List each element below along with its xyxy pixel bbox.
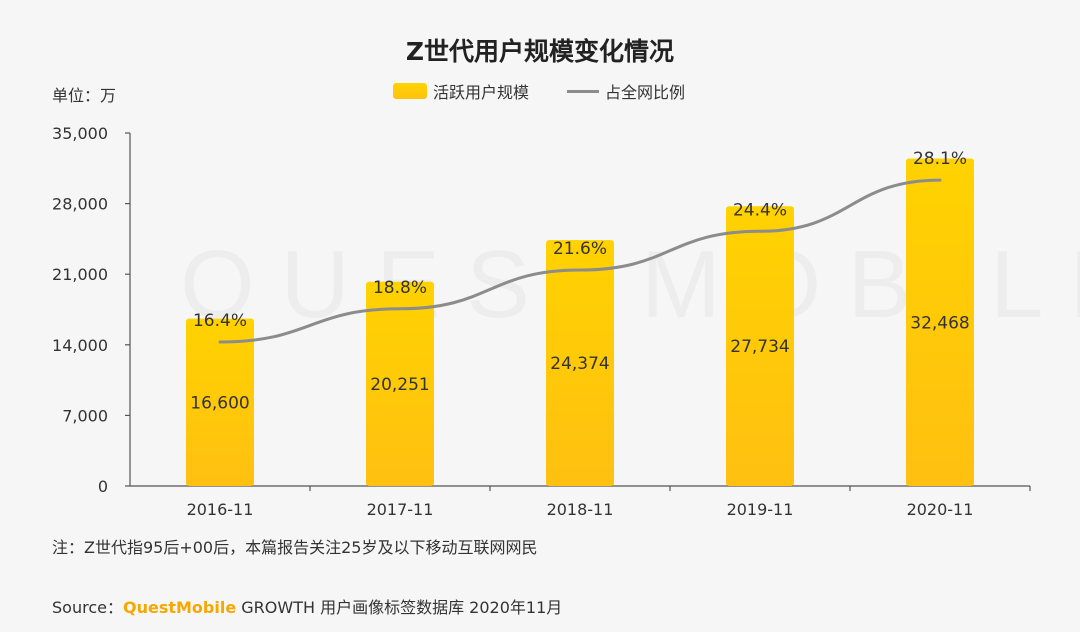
source-brand: QuestMobile [122,598,237,617]
y-tick-label: 7,000 [62,406,108,425]
x-tick-label: 2020-11 [907,500,974,519]
line-value-label: 28.1% [913,149,967,169]
bar-value-label: 32,468 [910,313,969,333]
y-tick-label: 14,000 [52,336,108,355]
bar-value-label: 16,600 [190,393,249,413]
share-line [218,178,942,344]
y-tick-label: 35,000 [52,124,108,143]
bar [906,158,974,486]
y-tick-label: 21,000 [52,265,108,284]
bar [186,318,254,486]
source-line: Source：QuestMobile GROWTH 用户画像标签数据库 2020… [52,594,562,618]
bar [366,281,434,486]
x-tick-label: 2016-11 [187,500,254,519]
line-value-label: 16.4% [193,311,247,331]
bar [726,206,794,486]
bar-value-label: 24,374 [550,354,609,374]
legend: 活跃用户规模 占全网比例 [393,79,685,103]
legend-bar-label: 活跃用户规模 [433,83,530,102]
line-value-label: 18.8% [373,278,427,298]
bar [546,240,614,486]
bar-value-label: 27,734 [730,337,789,357]
legend-line-swatch [567,89,600,93]
x-tick-label: 2017-11 [367,500,434,519]
source-rest: GROWTH 用户画像标签数据库 2020年11月 [241,598,563,617]
source-prefix: Source： [52,598,123,617]
footnote: 注：Z世代指95后+00后，本篇报告关注25岁及以下移动互联网网民 [52,538,538,557]
unit-label: 单位：万 [52,86,117,105]
x-tick-label: 2019-11 [727,500,794,519]
line-value-label: 24.4% [733,200,787,220]
bar-value-label: 20,251 [370,375,429,395]
line-value-label: 21.6% [553,239,607,259]
legend-line-label: 占全网比例 [605,83,686,102]
x-tick-label: 2018-11 [547,500,614,519]
legend-bar-swatch [393,83,427,99]
y-tick-label: 0 [98,477,108,496]
y-tick-label: 28,000 [52,195,108,214]
chart-title: Z世代用户规模变化情况 [405,37,675,66]
